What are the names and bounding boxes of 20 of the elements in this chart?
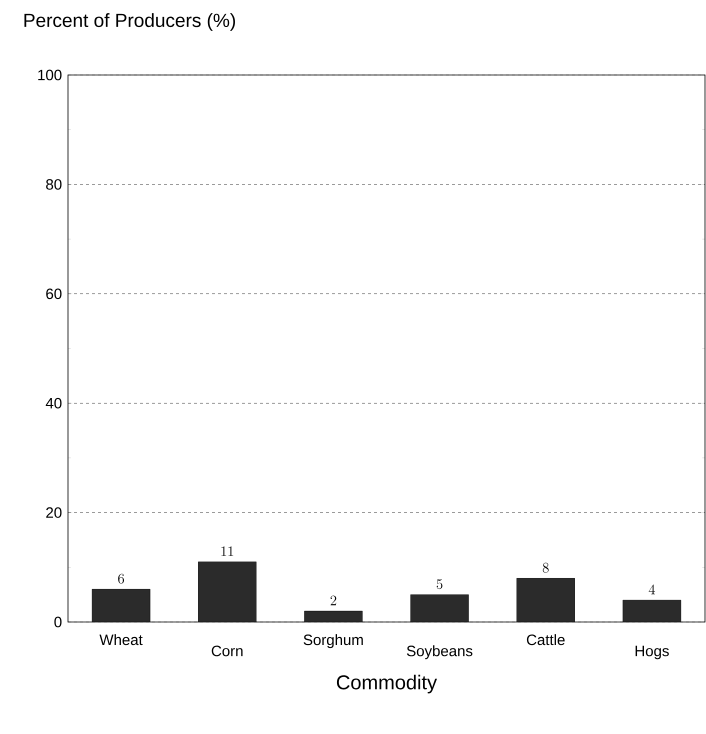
- x-tick-label: Corn: [212, 646, 243, 656]
- y-tick-label: 20: [46, 507, 62, 518]
- x-tick-label: Soybeans: [406, 645, 472, 660]
- x-tick-label: Sorghum: [304, 634, 363, 648]
- y-tick-label: 40: [46, 398, 62, 408]
- y-tick-label: 100: [38, 70, 62, 80]
- x-tick-label: Wheat: [99, 634, 143, 646]
- data-label: 8: [542, 562, 549, 573]
- y-tick-label: 0: [54, 616, 62, 628]
- x-axis-title: Commodity: [336, 674, 438, 694]
- data-label: 2: [330, 596, 336, 606]
- y-axis-title: Percent of Producers (%): [24, 13, 235, 31]
- x-tick-label: Cattle: [526, 634, 565, 646]
- data-label: 4: [648, 584, 656, 594]
- y-tick-label: 60: [46, 288, 62, 300]
- data-label: 5: [436, 579, 442, 590]
- x-tick-label: Hogs: [636, 646, 669, 660]
- data-label: 6: [118, 574, 124, 584]
- data-label: 11: [222, 546, 234, 556]
- y-tick-label: 80: [46, 179, 62, 190]
